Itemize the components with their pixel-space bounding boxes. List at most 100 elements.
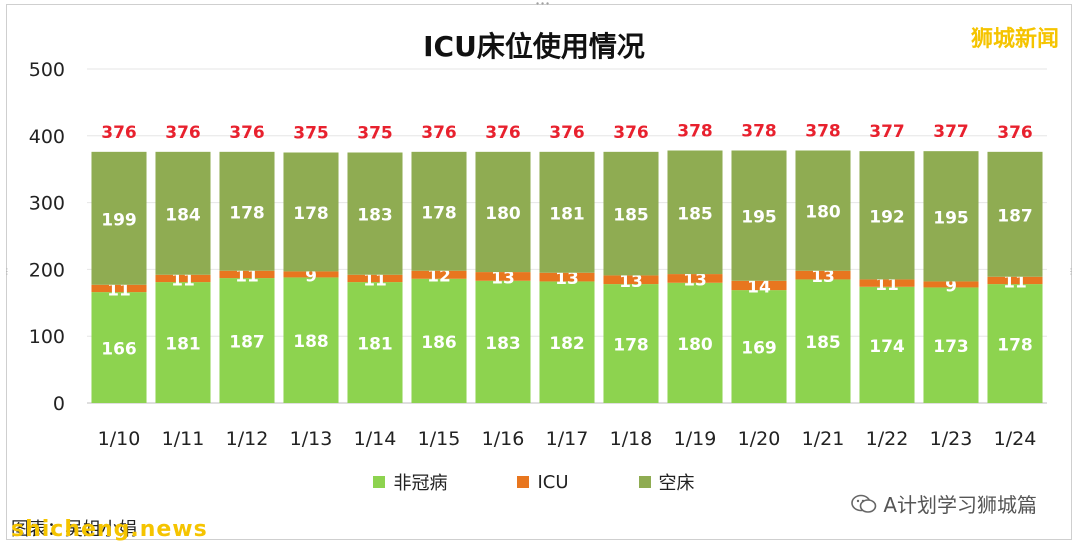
- data-label-2-11: 180: [805, 203, 841, 223]
- legend-item-empty-bed: 空床: [638, 469, 695, 495]
- data-label-1-4: 11: [363, 270, 387, 290]
- resize-handle-top[interactable]: ∙∙∙: [535, 0, 551, 8]
- chart-frame: ∙∙∙ ⋮ ⋮ ICU床位使用情况 狮城新闻 0 100 200 300 400 500 1…: [3, 0, 1075, 542]
- data-label-1-11: 13: [811, 267, 835, 287]
- total-label-7: 376: [549, 123, 585, 143]
- x-tick-label-3: 1/13: [290, 428, 333, 450]
- legend-label-non-covid: 非冠病: [393, 473, 448, 494]
- bar-segment-1-11: [795, 270, 851, 280]
- data-label-0-10: 169: [741, 339, 777, 359]
- source-label: 图表：吴姐小娟: [11, 519, 137, 540]
- data-label-0-4: 181: [357, 335, 393, 355]
- data-label-0-11: 185: [805, 333, 841, 353]
- data-label-0-3: 188: [293, 332, 329, 352]
- bar-segment-2-1: [155, 151, 211, 275]
- bar-segment-0-8: [603, 284, 659, 403]
- x-tick-label-4: 1/14: [354, 428, 397, 450]
- legend-label-empty-bed: 空床: [658, 473, 695, 494]
- data-label-1-7: 13: [555, 269, 579, 289]
- x-tick-label-1: 1/11: [162, 428, 205, 450]
- wechat-account-name: A计划学习狮城篇: [883, 493, 1037, 517]
- data-label-0-5: 186: [421, 333, 457, 353]
- bar-segment-2-8: [603, 151, 659, 276]
- x-tick-label-6: 1/16: [482, 428, 525, 450]
- data-label-1-9: 13: [683, 270, 707, 290]
- x-tick-label-13: 1/23: [930, 428, 973, 450]
- total-label-1: 376: [165, 123, 201, 143]
- data-label-0-7: 182: [549, 334, 585, 354]
- y-tick-label-300: 300: [29, 193, 65, 215]
- data-label-2-7: 181: [549, 204, 585, 224]
- data-label-2-4: 183: [357, 206, 393, 226]
- bar-segment-1-6: [475, 272, 531, 281]
- wechat-watermark: A计划学习狮城篇: [851, 489, 1037, 518]
- x-tick-label-14: 1/24: [994, 428, 1037, 450]
- data-label-2-13: 195: [933, 208, 969, 228]
- data-label-1-3: 9: [305, 266, 317, 286]
- y-tick-label-400: 400: [29, 126, 65, 148]
- bar-segment-0-6: [475, 280, 531, 403]
- total-label-13: 377: [933, 122, 969, 142]
- total-label-11: 378: [805, 121, 841, 141]
- data-label-0-1: 181: [165, 335, 201, 355]
- legend-swatch-non-covid: [373, 476, 386, 488]
- chart-title: ICU床位使用情况: [423, 30, 645, 63]
- bar-segment-2-2: [219, 151, 275, 271]
- total-label-5: 376: [421, 123, 457, 143]
- bar-segment-1-13: [923, 281, 979, 288]
- data-label-0-12: 174: [869, 337, 905, 357]
- bar-segment-0-5: [411, 278, 467, 403]
- legend-swatch-empty-bed: [638, 476, 651, 488]
- x-tick-label-12: 1/22: [866, 428, 909, 450]
- data-label-2-14: 187: [997, 206, 1033, 226]
- bar-segment-1-12: [859, 279, 915, 287]
- total-label-8: 376: [613, 123, 649, 143]
- resize-handle-right[interactable]: ⋮: [1067, 267, 1075, 276]
- bar-segment-1-2: [219, 270, 275, 279]
- data-label-0-13: 173: [933, 337, 969, 357]
- bar-segment-2-0: [91, 151, 147, 285]
- bar-segment-2-9: [667, 150, 723, 275]
- bar-segment-0-7: [539, 281, 595, 403]
- bar-segment-1-3: [283, 271, 339, 278]
- x-tick-label-11: 1/21: [802, 428, 845, 450]
- total-label-10: 378: [741, 121, 777, 141]
- data-label-1-2: 11: [235, 266, 259, 286]
- data-label-2-5: 178: [421, 203, 457, 223]
- x-tick-label-9: 1/19: [674, 428, 717, 450]
- x-tick-label-7: 1/17: [546, 428, 589, 450]
- y-tick-label-200: 200: [29, 259, 65, 281]
- bar-segment-2-11: [795, 150, 851, 271]
- data-label-0-0: 166: [101, 340, 137, 360]
- bar-segment-2-13: [923, 151, 979, 282]
- data-label-1-6: 13: [491, 268, 515, 288]
- data-label-2-3: 178: [293, 204, 329, 224]
- y-tick-label-500: 500: [29, 59, 65, 81]
- data-label-2-2: 178: [229, 203, 265, 223]
- bar-segment-1-5: [411, 270, 467, 279]
- x-tick-label-2: 1/12: [226, 428, 269, 450]
- data-label-0-8: 178: [613, 336, 649, 356]
- bar-segment-1-10: [731, 280, 787, 291]
- total-label-6: 376: [485, 123, 521, 143]
- bar-segment-2-7: [539, 151, 595, 273]
- chart-legend: 非冠病 ICU 空床: [7, 469, 1061, 495]
- total-label-12: 377: [869, 122, 905, 142]
- total-label-3: 375: [293, 124, 329, 144]
- data-label-0-14: 178: [997, 336, 1033, 356]
- bar-segment-0-9: [667, 282, 723, 403]
- data-label-1-10: 14: [747, 277, 771, 297]
- brand-watermark: 狮城新闻: [970, 27, 1059, 52]
- data-label-1-5: 12: [427, 267, 451, 287]
- resize-handle-left[interactable]: ⋮: [3, 267, 11, 276]
- bar-segment-2-4: [347, 152, 403, 275]
- total-label-0: 376: [101, 123, 137, 143]
- data-label-2-0: 199: [101, 210, 137, 230]
- data-label-1-14: 11: [1003, 272, 1027, 292]
- bar-segment-2-6: [475, 151, 531, 273]
- data-label-2-1: 184: [165, 205, 201, 225]
- data-label-1-12: 11: [875, 275, 899, 295]
- bar-segment-1-0: [91, 284, 147, 293]
- bar-segment-0-1: [155, 282, 211, 403]
- bar-segment-2-5: [411, 151, 467, 271]
